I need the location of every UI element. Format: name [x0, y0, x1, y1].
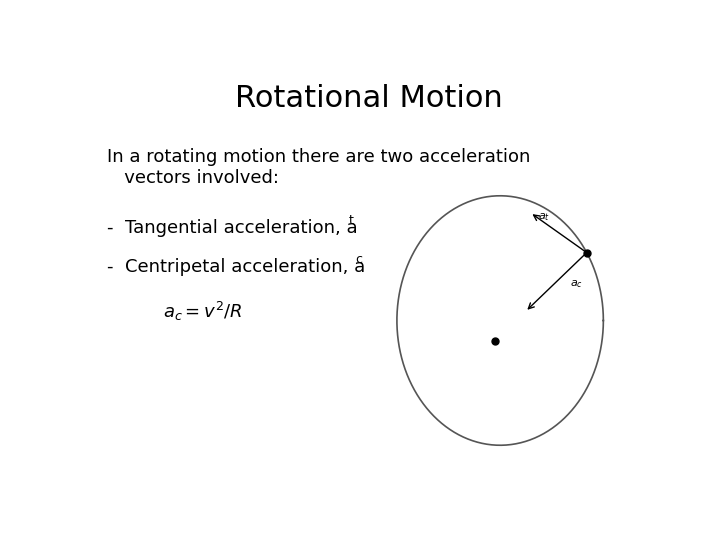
Text: -  Centripetal acceleration, a: - Centripetal acceleration, a: [107, 258, 365, 276]
Text: $a_c$: $a_c$: [570, 278, 583, 290]
Text: t: t: [348, 214, 354, 227]
Text: Rotational Motion: Rotational Motion: [235, 84, 503, 112]
Text: In a rotating motion there are two acceleration
   vectors involved:: In a rotating motion there are two accel…: [107, 148, 530, 187]
Text: -  Tangential acceleration, a: - Tangential acceleration, a: [107, 219, 357, 237]
Text: c: c: [356, 253, 363, 266]
Text: $a_t$: $a_t$: [539, 211, 551, 222]
Text: $a_c = v^2 / R$: $a_c = v^2 / R$: [163, 300, 242, 323]
